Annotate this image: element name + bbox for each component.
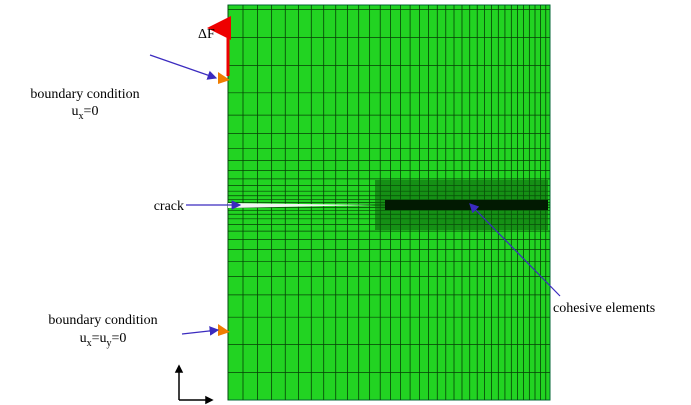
arrow xyxy=(182,330,218,334)
force-label: ΔF xyxy=(198,27,215,42)
formula-part: =u xyxy=(92,331,107,346)
formula-part: =0 xyxy=(84,104,99,119)
crack-label: crack xyxy=(154,199,184,214)
figure: ΔF boundary condition ux=0 crack cohesiv… xyxy=(0,0,691,405)
formula-part: u xyxy=(72,104,79,119)
support-title: boundary condition xyxy=(48,313,157,328)
support-formula: ux=0 xyxy=(72,104,99,122)
cohesive-band xyxy=(385,200,548,210)
formula-part: =0 xyxy=(112,331,127,346)
axes-icon xyxy=(176,366,212,403)
formula-part: u xyxy=(80,331,87,346)
cohesive-label: cohesive elements xyxy=(553,301,655,316)
arrow xyxy=(150,55,216,78)
support-formula: ux=uy=0 xyxy=(80,331,127,349)
support-title: boundary condition xyxy=(30,87,139,102)
